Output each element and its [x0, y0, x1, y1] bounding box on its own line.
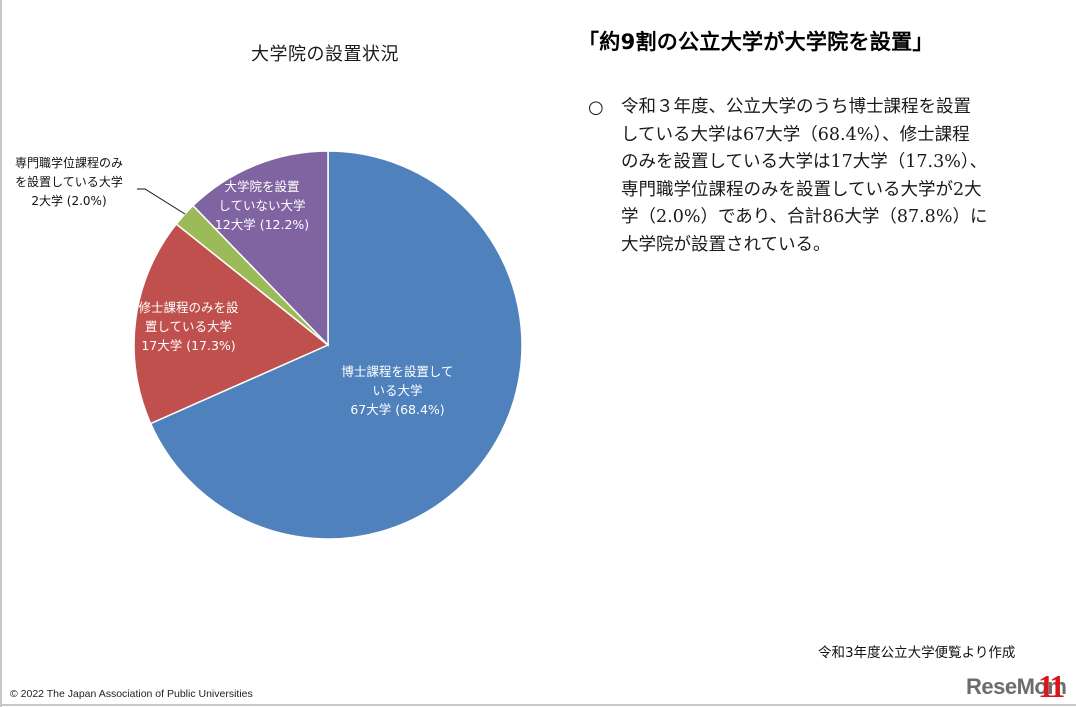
chart-title: 大学院の設置状況 — [251, 44, 399, 65]
copyright-notice: © 2022 The Japan Association of Public U… — [10, 688, 253, 700]
pie-slice-masters-only — [133, 222, 330, 425]
pie-slice-no-graduate — [191, 150, 329, 347]
logo-number: 11 — [1038, 668, 1065, 704]
resemom-logo: ReseMom 11 — [966, 668, 1076, 704]
slide-border-left — [0, 0, 2, 707]
pie-slice-doctoral — [149, 150, 523, 540]
slice-label-masters-only: 修士課程のみを設 置している大学 17大学 (17.3%) — [138, 300, 239, 353]
slice-label-doctoral: 博士課程を設置して いる大学 67大学 (68.4%) — [341, 364, 454, 417]
pie-slices — [133, 150, 523, 540]
summary-text: 令和３年度、公立大学のうち博士課程を設置 している大学は67大学（68.4%）、… — [621, 97, 988, 255]
summary-bullet: ○ 令和３年度、公立大学のうち博士課程を設置 している大学は67大学（68.4%… — [588, 94, 1058, 259]
leader-line — [137, 188, 186, 215]
slice-label-no-graduate: 大学院を設置 していない大学 12大学 (12.2%) — [214, 179, 310, 232]
slide-border-bottom — [0, 704, 1076, 706]
slice-label-professional-only: 専門職学位課程のみ を設置している大学 2大学 (2.0%) — [14, 156, 123, 208]
source-note: 令和3年度公立大学便覧より作成 — [818, 645, 1016, 661]
logo-text: ReseMom — [966, 674, 1067, 699]
circle-bullet-icon: ○ — [588, 97, 604, 118]
headline: 「約9割の公立大学が大学院を設置」 — [578, 30, 934, 54]
